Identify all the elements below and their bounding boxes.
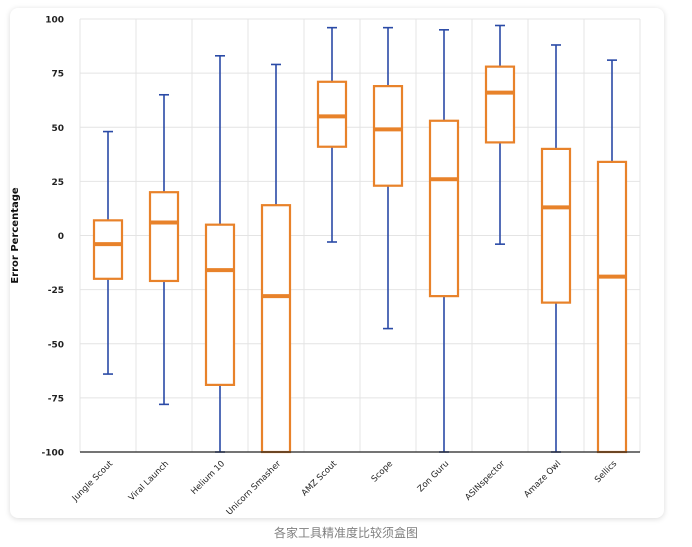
x-axis-ticks: Jungle Scout Viral Launch Helium 10Unicorn…: [70, 459, 620, 518]
y-tick-label: 75: [51, 70, 64, 80]
y-tick-label: -50: [48, 340, 64, 350]
y-tick-label: 25: [51, 178, 64, 188]
box-5: [316, 26, 348, 243]
iqr-box: [148, 191, 180, 283]
x-tick-label: Viral Launch: [127, 459, 171, 503]
x-tick-label: AMZ Scout: [300, 459, 340, 499]
box-2: [148, 93, 180, 406]
x-tick-label: Jungle Scout: [70, 459, 116, 505]
boxes: [92, 24, 628, 454]
iqr-box: [540, 147, 572, 304]
x-tick-label: Helium 10: [189, 459, 227, 497]
figure-caption: 各家工具精准度比较须盒图: [273, 526, 418, 540]
y-tick-label: -100: [41, 449, 64, 459]
y-tick-label: 100: [45, 16, 64, 26]
iqr-box: [260, 204, 292, 454]
y-tick-label: -75: [48, 394, 64, 404]
iqr-box: [596, 160, 628, 454]
box-9: [540, 44, 572, 453]
iqr-box: [428, 119, 460, 298]
y-tick-label: 0: [58, 232, 64, 242]
iqr-box: [204, 223, 236, 386]
iqr-box: [316, 80, 348, 148]
box-6: [372, 26, 404, 330]
x-tick-label: Unicorn Smasher: [225, 459, 284, 518]
box-8: [484, 24, 516, 245]
y-tick-label: -25: [48, 286, 64, 296]
y-tick-label: 50: [51, 124, 64, 134]
box-4: [260, 63, 292, 454]
y-axis-label: Error Percentage: [10, 187, 21, 284]
x-tick-label: ASINspector: [463, 459, 507, 503]
y-axis-ticks: 100 75 50 25 0 -25 -50 -75 -100: [41, 16, 64, 459]
box-10: [596, 59, 628, 454]
iqr-box: [484, 65, 516, 144]
box-1: [92, 130, 124, 375]
x-tick-label: Amaze Owl: [522, 459, 563, 500]
box-7: [428, 29, 460, 453]
x-tick-label: Scope: [370, 459, 395, 484]
box-3: [204, 55, 236, 453]
iqr-box: [372, 85, 404, 187]
x-tick-label: Sellics: [593, 459, 619, 485]
x-tick-label: Zon Guru: [416, 459, 451, 494]
iqr-box: [92, 219, 124, 280]
